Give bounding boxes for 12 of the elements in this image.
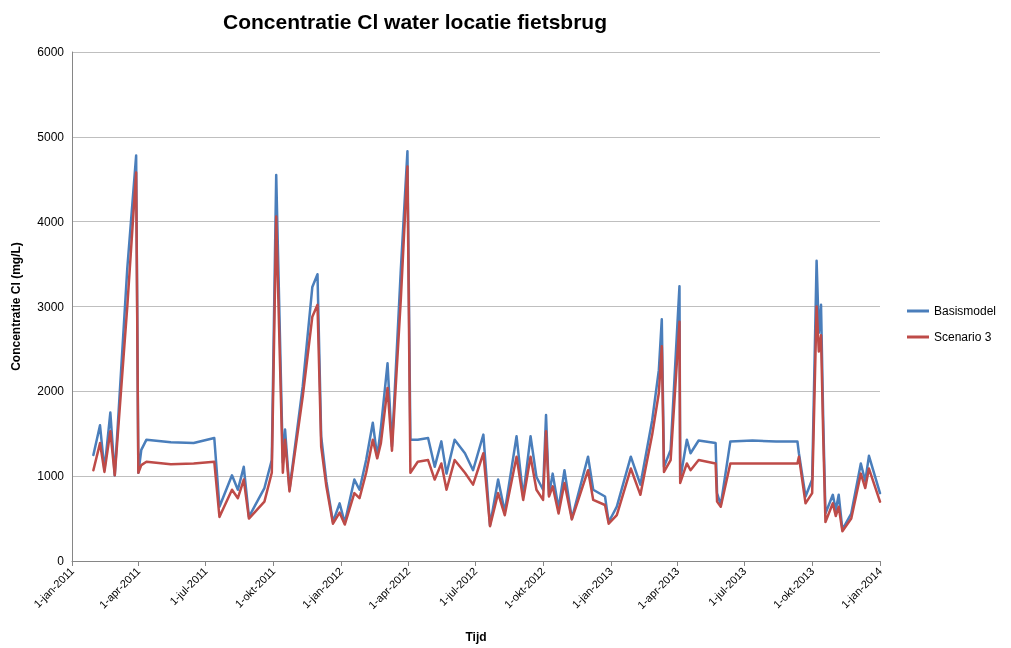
y-tick-label: 4000 bbox=[37, 214, 65, 229]
legend-label: Scenario 3 bbox=[933, 330, 992, 344]
y-tick-label: 6000 bbox=[37, 45, 65, 59]
x-axis-title: Tijd bbox=[465, 630, 487, 644]
y-axis-title: Concentratie Cl (mg/L) bbox=[9, 242, 23, 371]
legend-label: Basismodel bbox=[933, 304, 996, 318]
y-tick-label: 0 bbox=[57, 554, 65, 568]
y-tick-label: 1000 bbox=[37, 469, 65, 484]
y-tick-label: 2000 bbox=[37, 384, 65, 399]
y-tick-label: 3000 bbox=[37, 299, 65, 314]
y-tick-label: 5000 bbox=[37, 129, 65, 144]
chart-title: Concentratie Cl water locatie fietsbrug bbox=[223, 10, 607, 33]
